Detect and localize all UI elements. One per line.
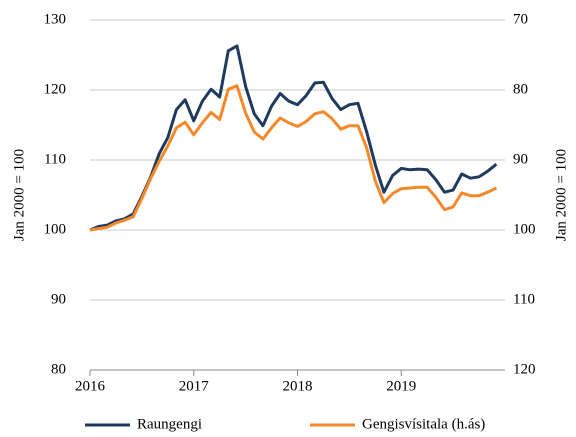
y2-tick-label: 70	[513, 11, 528, 27]
legend-label: Gengisvísitala (h.ás)	[362, 416, 485, 432]
y-tick-label: 80	[51, 361, 66, 377]
y-tick-label: 130	[44, 11, 67, 27]
series-line	[89, 84, 498, 232]
x-tick-label: 2019	[386, 378, 416, 394]
y2-tick-label: 110	[513, 291, 535, 307]
x-tick-label: 2017	[179, 378, 210, 394]
y2-tick-label: 120	[513, 361, 536, 377]
y2-tick-label: 90	[513, 151, 528, 167]
x-tick-label: 2016	[75, 378, 106, 394]
x-tick-label: 2018	[283, 378, 313, 394]
y2-tick-label: 100	[513, 221, 536, 237]
y2-axis-label: Jan 2000 = 100	[553, 149, 569, 241]
series-line	[89, 44, 498, 232]
y-axis-label: Jan 2000 = 100	[11, 149, 27, 241]
y2-tick-label: 80	[513, 81, 528, 97]
y-tick-label: 120	[44, 81, 67, 97]
legend-label: Raungengi	[137, 416, 202, 432]
y-tick-label: 90	[51, 291, 66, 307]
y-tick-label: 100	[44, 221, 67, 237]
y-tick-label: 110	[44, 151, 66, 167]
